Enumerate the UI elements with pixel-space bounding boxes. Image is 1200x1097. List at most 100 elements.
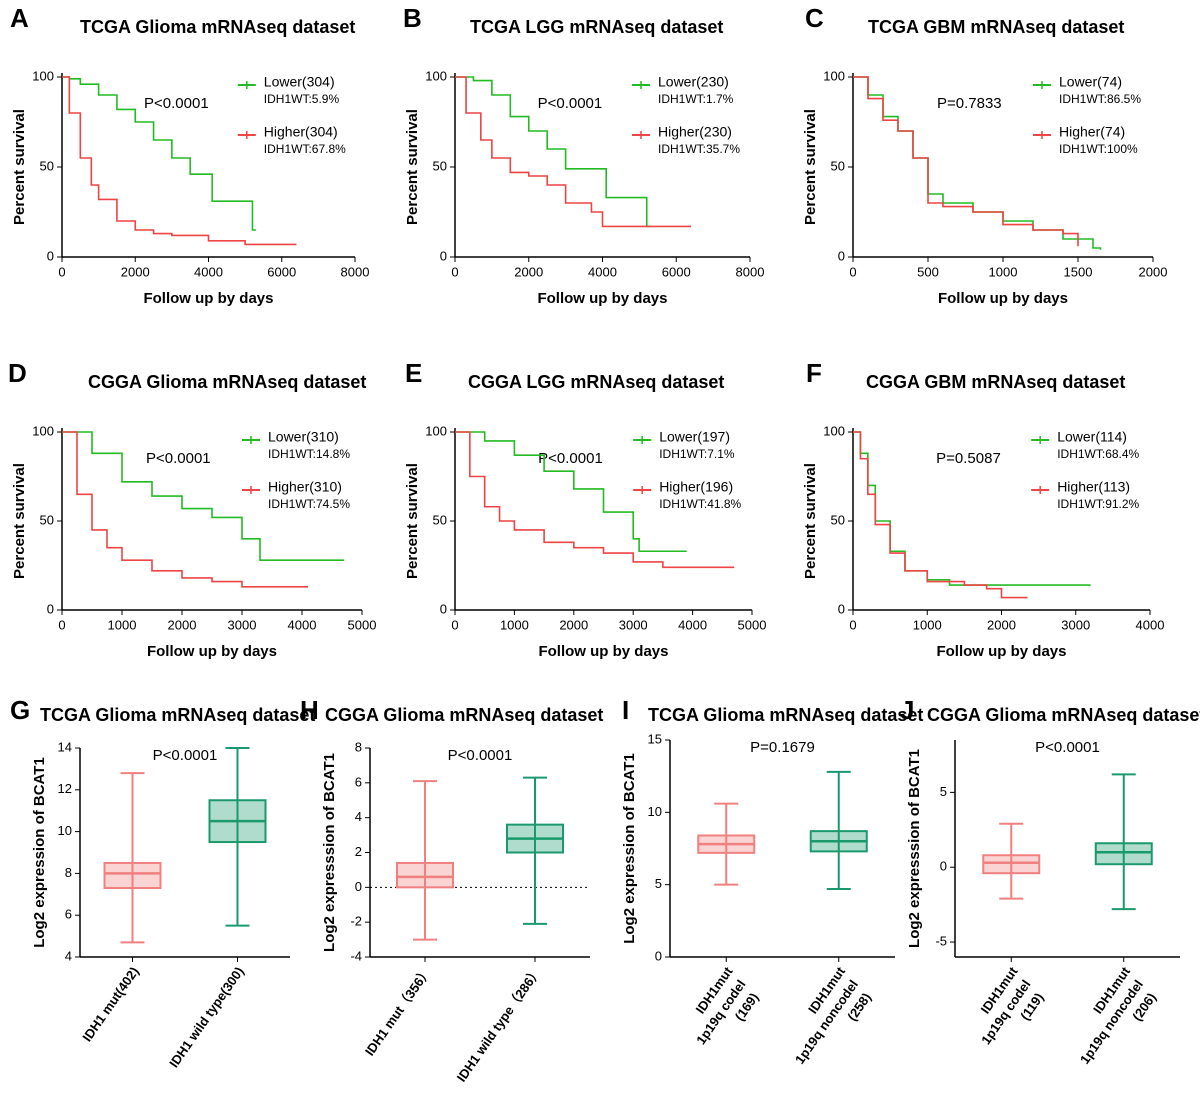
x-tick-label: 3000 — [619, 617, 648, 632]
legend-note: IDH1WT:5.9% — [264, 92, 340, 106]
p-value: P<0.0001 — [538, 95, 603, 112]
x-axis-label: Follow up by days — [938, 290, 1068, 307]
y-axis-label: Log2 expression of BCAT1 — [31, 757, 48, 948]
panel-letter: D — [8, 358, 27, 388]
legend-label: Lower(114) — [1057, 429, 1127, 445]
y-tick-label: 5 — [940, 784, 947, 799]
survival-curve — [62, 431, 308, 588]
legend-label: Higher(113) — [1057, 479, 1130, 495]
survival-curve — [455, 431, 687, 553]
x-tick-label: 3000 — [1061, 617, 1090, 632]
x-tick-label: 500 — [917, 264, 939, 279]
x-tick-label: 8000 — [341, 264, 370, 279]
y-axis-label: Percent survival — [11, 463, 28, 579]
y-tick-label: 0 — [838, 601, 845, 616]
x-tick-label: 1000 — [913, 617, 942, 632]
y-tick-label: 0 — [940, 859, 947, 874]
x-tick-label: 2000 — [1139, 264, 1168, 279]
legend-note: IDH1WT:7.1% — [659, 447, 735, 461]
survival-curve — [62, 76, 297, 246]
y-axis-label: Log2 expresssion of BCAT1 — [906, 749, 923, 948]
survival-curve — [455, 76, 691, 228]
panel-letter: B — [403, 3, 422, 33]
y-axis-label: Log2 expresssion of BCAT1 — [321, 753, 338, 952]
survival-curve — [62, 76, 257, 231]
y-tick-label: 10 — [58, 823, 72, 838]
y-axis-label: Percent survival — [802, 463, 819, 579]
y-tick-label: 4 — [355, 809, 362, 824]
p-value: P<0.0001 — [146, 450, 211, 467]
panel-letter: F — [806, 358, 822, 388]
y-tick-label: -2 — [350, 914, 362, 929]
y-tick-label: 0 — [47, 248, 54, 263]
y-tick-label: 6 — [355, 774, 362, 789]
legend-label: Lower(230) — [658, 74, 729, 90]
legend-note: IDH1WT:14.8% — [268, 447, 350, 461]
x-tick-label: 4000 — [678, 617, 707, 632]
x-tick-label: 8000 — [736, 264, 765, 279]
x-tick-label: 4000 — [588, 264, 617, 279]
legend-note: IDH1WT:68.4% — [1057, 447, 1139, 461]
y-tick-label: -5 — [935, 933, 947, 948]
chart-title: CGGA GBM mRNAseq dataset — [866, 372, 1125, 392]
y-tick-label: 10 — [648, 804, 662, 819]
p-value: P<0.0001 — [1035, 739, 1100, 756]
x-axis-label: Follow up by days — [936, 643, 1066, 660]
y-tick-label: 8 — [355, 739, 362, 754]
chart-title: TCGA Glioma mRNAseq dataset — [648, 705, 923, 725]
y-tick-label: 4 — [65, 948, 72, 963]
x-tick-label: 0 — [849, 264, 856, 279]
y-tick-label: 15 — [648, 731, 662, 746]
legend-note: IDH1WT:1.7% — [658, 92, 734, 106]
x-tick-label: IDH1 wild type（286） — [454, 964, 545, 1084]
survival-curve — [853, 76, 1079, 247]
x-tick-label: 2000 — [987, 617, 1016, 632]
survival-curve — [62, 431, 344, 561]
x-tick-label: 6000 — [662, 264, 691, 279]
y-tick-label: 100 — [823, 423, 845, 438]
chart-title: CGGA Glioma mRNAseq dataset — [325, 705, 603, 725]
y-tick-label: 6 — [65, 907, 72, 922]
legend-note: IDH1WT:86.5% — [1059, 92, 1141, 106]
y-tick-label: 0 — [355, 879, 362, 894]
y-tick-label: 100 — [823, 68, 845, 83]
y-tick-label: 5 — [655, 876, 662, 891]
y-tick-label: 0 — [838, 248, 845, 263]
y-axis-label: Percent survival — [802, 109, 819, 225]
legend-label: Higher(304) — [264, 124, 338, 140]
y-tick-label: 100 — [425, 68, 447, 83]
legend-label: Higher(74) — [1059, 124, 1125, 140]
legend-label: Lower(74) — [1059, 74, 1122, 90]
box — [982, 854, 1041, 875]
p-value: P<0.0001 — [153, 747, 218, 764]
y-tick-label: 2 — [355, 844, 362, 859]
chart-title: CGGA Glioma mRNAseq dataset — [88, 372, 366, 392]
chart-title: TCGA Glioma mRNAseq dataset — [80, 17, 355, 37]
y-tick-label: 50 — [40, 512, 54, 527]
panel-letter: J — [900, 695, 914, 725]
x-axis-label: Follow up by days — [147, 643, 277, 660]
y-tick-label: 14 — [58, 739, 72, 754]
legend-label: Higher(230) — [658, 124, 732, 140]
p-value: P<0.0001 — [538, 450, 603, 467]
p-value: P<0.0001 — [448, 747, 513, 764]
x-tick-label: 0 — [849, 617, 856, 632]
survival-curve — [455, 431, 735, 569]
x-tick-label: IDH1 mut（356） — [362, 964, 434, 1058]
x-tick-label: 2000 — [168, 617, 197, 632]
x-axis-label: Follow up by days — [538, 643, 668, 660]
x-tick-label: 2000 — [559, 617, 588, 632]
legend-label: Higher(196) — [659, 479, 733, 495]
chart-title: TCGA GBM mRNAseq dataset — [868, 17, 1124, 37]
x-tick-label: 2000 — [514, 264, 543, 279]
y-tick-label: 0 — [655, 948, 662, 963]
legend-label: Higher(310) — [268, 479, 342, 495]
box — [396, 861, 454, 889]
panel-letter: E — [405, 358, 422, 388]
legend-note: IDH1WT:35.7% — [658, 142, 740, 156]
y-tick-label: 0 — [440, 248, 447, 263]
y-tick-label: 50 — [40, 158, 54, 173]
x-tick-label: 6000 — [267, 264, 296, 279]
survival-curve — [455, 76, 651, 228]
chart-title: TCGA Glioma mRNAseq dataset — [40, 705, 315, 725]
